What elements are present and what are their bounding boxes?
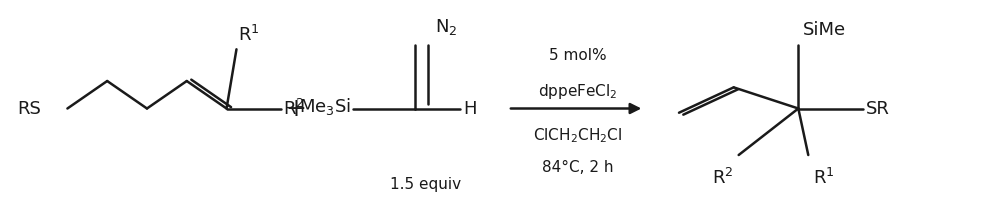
Text: R$^1$: R$^1$	[238, 25, 260, 45]
Text: RS: RS	[18, 100, 42, 117]
Text: H: H	[463, 100, 477, 117]
Text: SR: SR	[866, 100, 890, 117]
Text: R$^2$: R$^2$	[283, 99, 305, 118]
Text: N$_2$: N$_2$	[435, 17, 458, 37]
Text: R$^1$: R$^1$	[813, 168, 835, 188]
Text: dppeFeCl$_2$: dppeFeCl$_2$	[538, 82, 617, 101]
Text: R$^2$: R$^2$	[712, 168, 734, 188]
Text: SiMe: SiMe	[803, 21, 846, 39]
Text: ClCH$_2$CH$_2$Cl: ClCH$_2$CH$_2$Cl	[533, 127, 622, 145]
Text: Me$_3$Si: Me$_3$Si	[299, 96, 351, 117]
Text: +: +	[286, 97, 307, 120]
Text: 84°C, 2 h: 84°C, 2 h	[542, 160, 613, 175]
Text: 1.5 equiv: 1.5 equiv	[390, 177, 461, 192]
Text: 5 mol%: 5 mol%	[549, 48, 606, 63]
